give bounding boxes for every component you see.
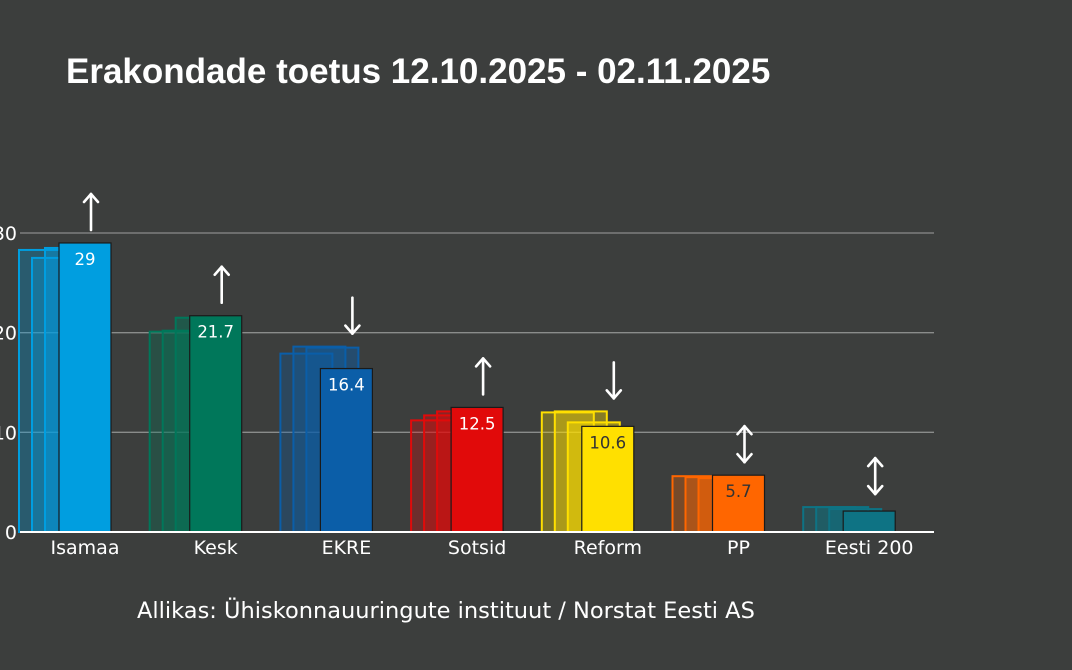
trend-arrow-both-icon [866,456,884,496]
y-tick-label: 10 [0,422,17,444]
value-label: 29 [75,250,96,269]
arrow-head-down [605,389,623,400]
bar-sotsid-4 [450,406,504,533]
x-tick-label: PP [727,537,750,559]
y-tick-label: 30 [0,223,17,245]
trend-arrow-up-icon [474,357,492,396]
arrow-head-up [82,192,100,204]
trend-arrow-both-icon [736,424,753,464]
arrow-head-up [213,265,230,277]
y-axis-ticks: 0 10 20 30 [0,223,17,544]
chart-title: Erakondade toetus 12.10.2025 - 02.11.202… [66,52,771,91]
x-axis-ticks: Isamaa Kesk EKRE Sotsid Reform PP Eesti 200 [51,537,914,559]
trend-arrow-down-icon [605,361,623,400]
value-label: 10.6 [589,433,626,452]
arrow-head-up [736,424,753,436]
chart-canvas: 0 10 20 30 29 21.7 16.4 12.5 10.6 5.7 Isamaa Kesk… [0,192,934,559]
bar-ekre-4 [319,367,373,533]
bar-pp-4 [711,474,766,533]
x-tick-label: EKRE [322,537,372,559]
y-tick-label: 20 [0,323,17,345]
source-note: Allikas: Ühiskonnauuringute instituut / … [137,598,755,624]
arrow-head-down [344,324,361,335]
x-tick-label: Isamaa [51,537,120,559]
x-tick-label: Eesti 200 [825,537,914,559]
trend-arrows [82,192,884,496]
value-label: 16.4 [328,376,365,395]
bar-isamaa-4 [58,242,112,533]
arrow-head-down [736,452,753,464]
trend-arrow-down-icon [344,296,361,335]
value-label: 21.7 [197,323,234,342]
value-label: 5.7 [725,482,751,501]
bar-eesti-200-4 [842,510,896,533]
x-tick-label: Reform [574,537,642,559]
arrow-head-up [866,456,884,468]
x-tick-label: Kesk [194,537,238,559]
value-labels: 29 21.7 16.4 12.5 10.6 5.7 [75,250,752,501]
x-tick-label: Sotsid [448,537,506,559]
arrow-head-down [866,484,884,496]
trend-arrow-up-icon [82,192,100,232]
value-label: 12.5 [459,414,496,433]
arrow-head-up [474,357,492,368]
trend-arrow-up-icon [213,265,230,305]
bar-reform-4 [581,425,635,533]
y-tick-label: 0 [5,522,17,544]
bar-kesk-4 [189,315,243,533]
bars [18,242,896,534]
